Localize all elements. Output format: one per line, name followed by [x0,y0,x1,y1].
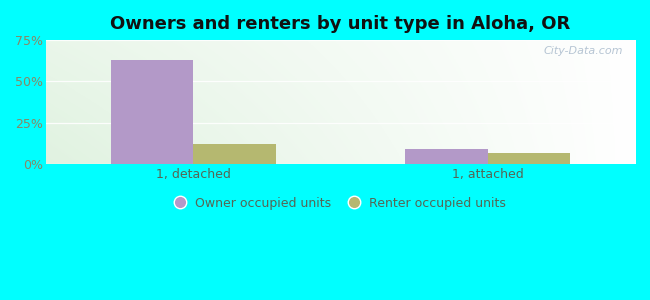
Title: Owners and renters by unit type in Aloha, OR: Owners and renters by unit type in Aloha… [111,15,571,33]
Text: City-Data.com: City-Data.com [543,46,623,56]
Bar [193,144,276,164]
Bar [111,60,193,164]
Legend: Owner occupied units, Renter occupied units: Owner occupied units, Renter occupied un… [174,197,506,210]
Bar [488,153,570,164]
Bar [405,149,488,164]
